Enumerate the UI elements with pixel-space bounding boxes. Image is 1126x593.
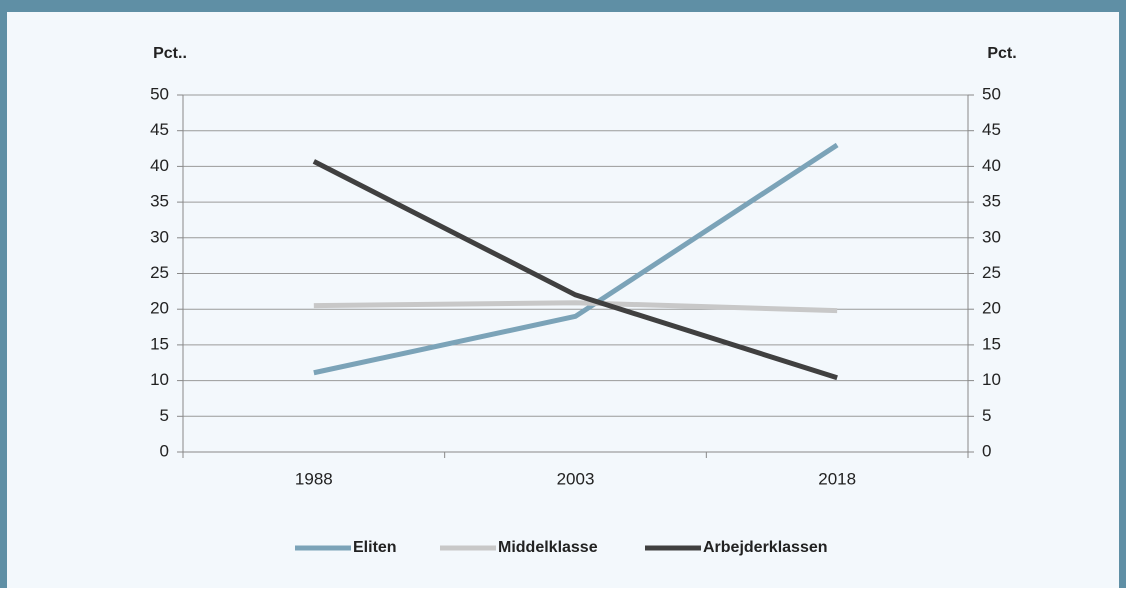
legend-label: Arbejderklassen [703,539,828,556]
y2-tick-label: 25 [982,263,1001,282]
y-tick-label: 5 [160,406,169,425]
y2-tick-label: 45 [982,120,1001,139]
y-tick-label: 20 [150,299,169,318]
y2-tick-label: 35 [982,192,1001,211]
y2-axis-label: Pct. [987,45,1016,62]
y-tick-label: 25 [150,263,169,282]
legend-label: Eliten [353,539,397,556]
x-tick-label: 1988 [295,469,333,488]
y-axis-label: Pct.. [153,45,187,62]
y-tick-label: 0 [160,441,169,460]
series-line [312,159,838,381]
y-tick-label: 40 [150,156,169,175]
y-tick-label: 50 [150,84,169,103]
y2-tick-label: 10 [982,370,1001,389]
y2-tick-label: 30 [982,227,1001,246]
y2-tick-label: 5 [982,406,991,425]
y-tick-label: 10 [150,370,169,389]
y-tick-label: 15 [150,334,169,353]
y2-tick-label: 20 [982,299,1001,318]
left-border [0,0,7,588]
y2-tick-label: 15 [982,334,1001,353]
y-tick-label: 45 [150,120,169,139]
x-tick-label: 2018 [818,469,856,488]
y2-tick-label: 50 [982,84,1001,103]
legend-label: Middelklasse [498,539,598,556]
y2-tick-label: 0 [982,441,991,460]
y-tick-label: 30 [150,227,169,246]
series-line [313,142,839,376]
series-line [313,300,838,314]
right-border [1119,0,1126,588]
y2-tick-label: 40 [982,156,1001,175]
top-banner [0,0,1126,12]
y-tick-label: 35 [150,192,169,211]
x-tick-label: 2003 [557,469,595,488]
